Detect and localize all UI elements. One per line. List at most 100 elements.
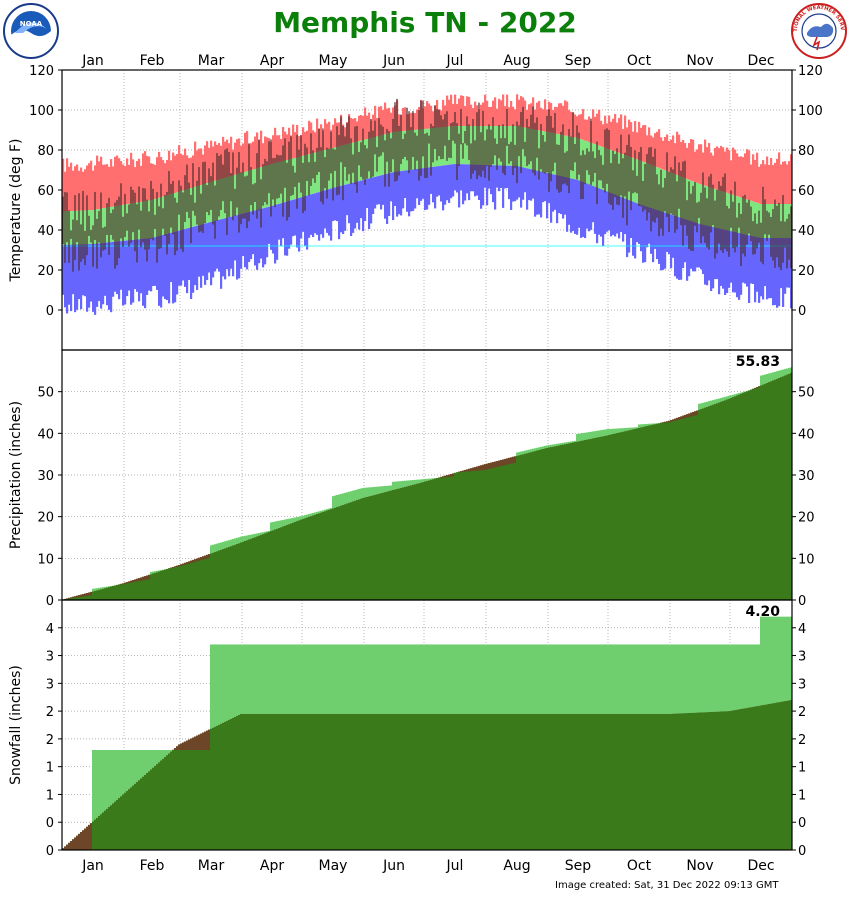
temp-record-low-bar [504,165,507,189]
snow-normal-bar [452,713,455,850]
temp-observed-bar [420,100,422,176]
temp-record-low-bar [262,208,265,268]
snow-normal-bar [504,713,507,850]
temp-observed-bar [454,111,456,144]
temp-observed-bar [62,196,64,245]
precip-above-normal-bar [394,481,397,490]
temp-record-low-bar [156,236,159,290]
temp-record-low-bar [756,237,759,292]
snow-above-normal-bar [674,644,677,714]
temp-observed-bar [254,183,256,202]
snow-above-normal-bar [284,644,287,714]
temp-record-high-bar [384,102,387,135]
snow-above-normal-bar [654,644,657,714]
snow-normal-bar [350,713,353,850]
temp-record-low-bar [620,196,623,232]
temp-observed-bar [672,169,674,215]
temp-record-high-bar [764,164,767,204]
snow-ylabel: Snowfall (inches) [8,665,24,785]
precip-above-normal-bar [704,402,707,408]
snow-below-normal-bar [194,736,197,750]
precip-above-normal-bar [336,495,339,508]
temp-record-low-bar [362,180,365,232]
snow-normal-bar [768,703,771,850]
precip-normal-bar [582,440,585,600]
snow-above-normal-bar [520,644,523,714]
temp-record-low-bar [540,171,543,218]
temp-record-high-bar [244,132,247,172]
temp-observed-bar [488,124,490,181]
snow-above-normal-bar [432,644,435,714]
temp-observed-bar [628,134,630,192]
temp-observed-bar [616,148,618,205]
precip-above-normal-bar [322,510,325,512]
snow-normal-bar [274,713,277,850]
snow-above-normal-bar [528,644,531,714]
snow-normal-bar [432,713,435,850]
precip-normal-bar [716,403,719,600]
temp-observed-bar [414,132,416,170]
temp-record-high-bar [458,98,461,126]
precip-above-normal-bar [648,423,651,426]
temp-observed-bar [586,148,588,171]
snow-above-normal-bar [414,644,417,714]
temp-record-low-bar [584,182,587,239]
temp-observed-bar [546,115,548,173]
precip-above-normal-bar [630,427,633,430]
temp-observed-bar [124,193,126,237]
temp-observed-bar [388,131,390,187]
temp-record-high-bar [560,103,563,135]
temp-observed-bar [172,181,174,235]
snow-below-normal-bar [198,734,201,750]
temp-observed-bar [320,147,322,202]
snow-normal-bar [530,713,533,850]
temp-record-low-bar [474,164,477,197]
precip-normal-bar [100,589,103,600]
precip-normal-bar [78,595,81,600]
temp-record-low-bar [552,174,555,212]
temp-record-low-bar [184,229,187,287]
temp-observed-bar [158,206,160,249]
temp-record-high-bar [678,134,681,176]
precip-normal-bar [436,478,439,600]
temp-record-high-bar [130,152,133,204]
precip-normal-bar [292,522,295,600]
snow-normal-bar [318,713,321,850]
snow-above-normal-bar [736,644,739,710]
precip-normal-bar [348,502,351,600]
temp-record-high-bar [564,100,567,136]
snow-above-normal-bar [158,750,161,763]
snow-above-normal-bar [588,644,591,714]
temp-observed-bar [354,126,356,185]
temp-record-low-bar [728,230,731,288]
temp-record-high-bar [744,153,747,199]
temp-observed-bar [400,114,402,165]
snow-above-normal-bar [492,644,495,714]
snow-below-normal-bar [174,748,177,750]
precip-normal-bar [672,419,675,600]
precip-below-normal-bar [452,473,455,477]
temp-observed-bar [754,213,756,255]
snow-above-normal-bar [288,644,291,714]
temp-observed-bar [360,142,362,177]
snow-normal-bar [126,790,129,850]
snow-above-normal-bar [278,644,281,714]
temp-record-low-bar [282,202,285,239]
temp-record-low-bar [618,196,621,239]
temp-record-low-bar [656,209,659,260]
precip-below-normal-bar [206,554,209,559]
temp-record-high-bar [196,150,199,187]
snow-normal-bar [278,713,281,850]
precip-below-normal-bar [690,412,693,417]
temp-ytick-left: 80 [37,144,54,159]
temp-observed-bar [470,143,472,179]
snow-above-normal-bar [404,644,407,714]
precip-above-normal-bar [278,520,281,528]
temp-record-high-bar [362,116,365,141]
precip-normal-bar [272,530,275,600]
temp-observed-bar [250,167,252,206]
temp-record-high-bar [680,141,683,177]
temp-observed-bar [90,229,92,243]
precip-normal-bar [742,392,745,600]
snow-normal-bar [762,705,765,850]
